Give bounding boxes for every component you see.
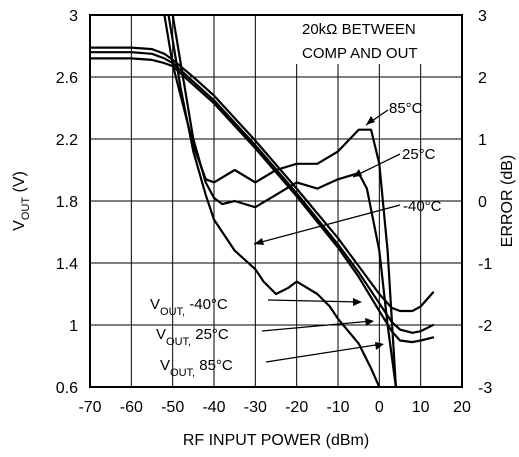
x-tick-label: -70 — [78, 399, 101, 416]
x-axis-ticks: -70 -60 -50 -40 -30 -20 -10 0 10 20 — [78, 399, 471, 416]
left-tick-label: 1 — [69, 318, 78, 335]
left-tick-label: 0.6 — [56, 380, 78, 397]
x-tick-label: 20 — [453, 399, 471, 416]
series-vout-40-c — [90, 46, 435, 313]
plot-frame — [89, 14, 463, 388]
annotation-line-2: COMP AND OUT — [302, 45, 418, 62]
arrow-vout-minus40c — [267, 299, 361, 303]
label-arrows — [253, 109, 401, 363]
arrow-25c — [352, 153, 401, 178]
right-axis-title: ERROR (dB) — [499, 155, 516, 247]
grid — [90, 15, 462, 387]
x-tick-label: -10 — [326, 399, 349, 416]
left-tick-label: 2.6 — [56, 70, 78, 87]
label-25c: 25°C — [402, 146, 436, 163]
left-axis-ticks: 0.6 1 1.4 1.8 2.2 2.6 3 — [56, 8, 78, 397]
x-tick-label: -60 — [120, 399, 143, 416]
series-25-c — [171, 15, 397, 387]
right-tick-label: -2 — [478, 318, 492, 335]
right-tick-label: 2 — [478, 70, 487, 87]
right-tick-label: 3 — [478, 8, 487, 25]
x-tick-label: 10 — [412, 399, 430, 416]
arrowhead-vout-25c — [365, 318, 374, 326]
arrow-minus40c — [253, 204, 401, 245]
left-tick-label: 1.4 — [56, 256, 78, 273]
left-tick-label: 3 — [69, 8, 78, 25]
series-40-c — [167, 15, 381, 387]
arrowhead-vout-minus40c — [353, 298, 362, 306]
x-tick-label: 0 — [375, 399, 384, 416]
series-vout-85-c — [90, 57, 435, 344]
arrowhead-25c — [353, 169, 362, 177]
arrowhead-minus40c — [254, 238, 264, 245]
left-axis-title: VOUT (V) — [11, 171, 32, 231]
left-tick-label: 2.2 — [56, 132, 78, 149]
label-vout-minus40c: VOUT, -40°C — [150, 296, 228, 318]
annotation-line-1: 20kΩ BETWEEN — [302, 21, 416, 38]
label-minus40c: -40°C — [403, 198, 442, 215]
label-vout-25c: VOUT, 25°C — [156, 326, 229, 348]
x-tick-label: -20 — [285, 399, 308, 416]
x-axis-title: RF INPUT POWER (dBm) — [183, 432, 369, 449]
arrowhead-vout-85c — [375, 342, 384, 350]
right-tick-label: -1 — [478, 256, 492, 273]
series-vout-25-c — [90, 51, 435, 334]
x-tick-label: -40 — [202, 399, 225, 416]
series-lines — [90, 15, 435, 387]
left-tick-label: 1.8 — [56, 194, 78, 211]
right-tick-label: 0 — [478, 194, 487, 211]
label-vout-85c: VOUT, 85°C — [160, 357, 233, 379]
arrowhead-85c — [366, 116, 375, 125]
annotation-background — [296, 12, 462, 64]
right-tick-label: 1 — [478, 132, 487, 149]
right-axis-ticks: -3 -2 -1 0 1 2 3 — [478, 8, 492, 397]
arrow-vout-25c — [261, 320, 373, 332]
x-tick-label: -50 — [161, 399, 184, 416]
x-tick-label: -30 — [244, 399, 267, 416]
curve-labels: 85°C 25°C -40°C VOUT, -40°C VOUT, 25°C V… — [150, 100, 442, 379]
right-tick-label: -3 — [478, 380, 492, 397]
arrow-vout-85c — [265, 343, 383, 363]
label-85c: 85°C — [389, 100, 423, 117]
